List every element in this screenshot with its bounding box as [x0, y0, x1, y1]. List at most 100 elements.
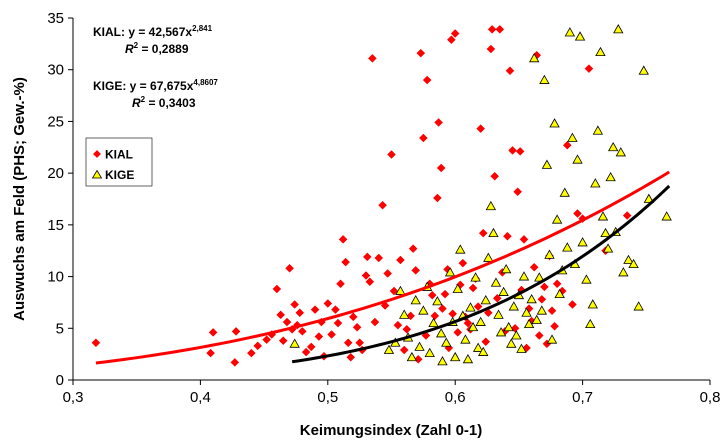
- kial-point: [370, 317, 380, 327]
- kige-point: [613, 24, 624, 34]
- kial-point: [387, 150, 396, 159]
- kial-point: [297, 327, 307, 336]
- kige-point: [597, 211, 609, 221]
- y-axis-ticks: 0 5 10 15 20 25 30 35: [47, 10, 73, 389]
- kige-point: [585, 318, 596, 329]
- kige-point: [574, 31, 586, 41]
- kial-point: [568, 300, 577, 309]
- x-tick-label: 0,8: [700, 389, 721, 406]
- kial-point: [436, 163, 446, 173]
- kial-point: [374, 253, 384, 263]
- kige-point: [508, 301, 519, 311]
- kial-point: [418, 133, 428, 143]
- kige-point: [483, 252, 494, 262]
- kige-point: [395, 285, 406, 295]
- kial-r2-label: R: [125, 42, 134, 56]
- kial-point: [230, 358, 240, 367]
- kial-point: [438, 304, 447, 313]
- kial-r2-sup: 2: [134, 41, 139, 50]
- kige-point: [465, 302, 476, 312]
- kial-point: [346, 352, 356, 362]
- kial-point: [468, 283, 478, 293]
- kige-point: [615, 147, 627, 157]
- kige-point: [410, 295, 421, 305]
- kial-point: [411, 266, 421, 275]
- kial-point: [453, 328, 463, 337]
- legend-kige-label: KIGE: [105, 168, 134, 182]
- kige-point: [600, 227, 611, 238]
- kige-point: [590, 178, 601, 188]
- kial-point: [331, 305, 340, 315]
- kige-point: [643, 193, 655, 203]
- kial-point: [427, 290, 437, 300]
- kige-point: [559, 187, 570, 197]
- y-tick-label: 20: [47, 165, 64, 182]
- kige-point: [564, 27, 576, 37]
- kige-point: [444, 267, 456, 277]
- kige-trendline: [291, 184, 671, 364]
- kige-point: [424, 347, 435, 358]
- kial-trendline: [95, 170, 671, 365]
- kige-point: [399, 309, 410, 319]
- kige-point: [526, 294, 537, 304]
- kige-point: [478, 346, 489, 356]
- kial-point: [584, 64, 594, 74]
- kige-point: [418, 305, 429, 315]
- kial-point: [490, 171, 500, 181]
- kial-point: [573, 209, 582, 218]
- kial-point: [495, 25, 505, 34]
- kige-point: [567, 132, 578, 142]
- kige-point: [618, 267, 629, 277]
- kial-point: [282, 317, 292, 327]
- kial-point: [91, 338, 101, 348]
- kige-point: [428, 317, 439, 328]
- kial-equation: KIAL: y = 42,567x2,841: [93, 24, 213, 39]
- kial-point: [272, 284, 282, 294]
- kial-point: [378, 200, 387, 210]
- kige-point: [437, 356, 448, 366]
- kial-point: [206, 348, 215, 358]
- kige-r2-value: = 0,3403: [145, 96, 196, 110]
- kige-point: [587, 299, 598, 309]
- kial-equation-exponent: 2,841: [192, 24, 213, 33]
- y-tick-label: 15: [47, 217, 64, 234]
- kige-point: [623, 254, 634, 264]
- kial-point: [422, 75, 432, 85]
- kial-point: [253, 341, 263, 351]
- kige-point: [531, 314, 542, 324]
- legend: KIAL KIGE: [85, 137, 153, 187]
- kige-point: [523, 318, 535, 329]
- kial-point: [365, 277, 375, 287]
- kial-point: [333, 318, 343, 328]
- kial-point: [430, 311, 440, 321]
- kial-point: [393, 320, 403, 330]
- kige-point: [581, 274, 592, 284]
- kial-point: [505, 66, 515, 76]
- kige-point: [460, 334, 471, 344]
- kige-point: [518, 271, 530, 281]
- kige-point: [452, 283, 463, 293]
- kige-r2-sup: 2: [141, 95, 146, 104]
- kial-point: [362, 252, 372, 262]
- kial-point: [433, 193, 442, 203]
- kige-point: [289, 338, 300, 348]
- y-axis-title: Auswuchs am Feld (PHS; Gew.-%): [11, 77, 28, 321]
- y-tick-label: 35: [47, 10, 64, 27]
- kial-point: [323, 299, 333, 308]
- kige-r2: R2 = 0,3403: [132, 95, 196, 110]
- y-tick-label: 0: [56, 372, 64, 389]
- kige-point: [414, 341, 425, 351]
- y-tick-label: 5: [56, 320, 64, 337]
- kige-point: [495, 327, 507, 337]
- kige-point: [475, 316, 486, 326]
- legend-kial-label: KIAL: [105, 148, 133, 162]
- kial-point: [492, 293, 502, 303]
- kial-point: [550, 321, 559, 331]
- kial-point: [622, 211, 632, 220]
- kige-equation-exponent: 4,8607: [193, 78, 218, 87]
- kial-point: [247, 348, 256, 358]
- kial-point: [552, 279, 562, 289]
- kige-point: [470, 272, 481, 282]
- kial-point: [402, 324, 412, 334]
- kial-point: [278, 336, 288, 346]
